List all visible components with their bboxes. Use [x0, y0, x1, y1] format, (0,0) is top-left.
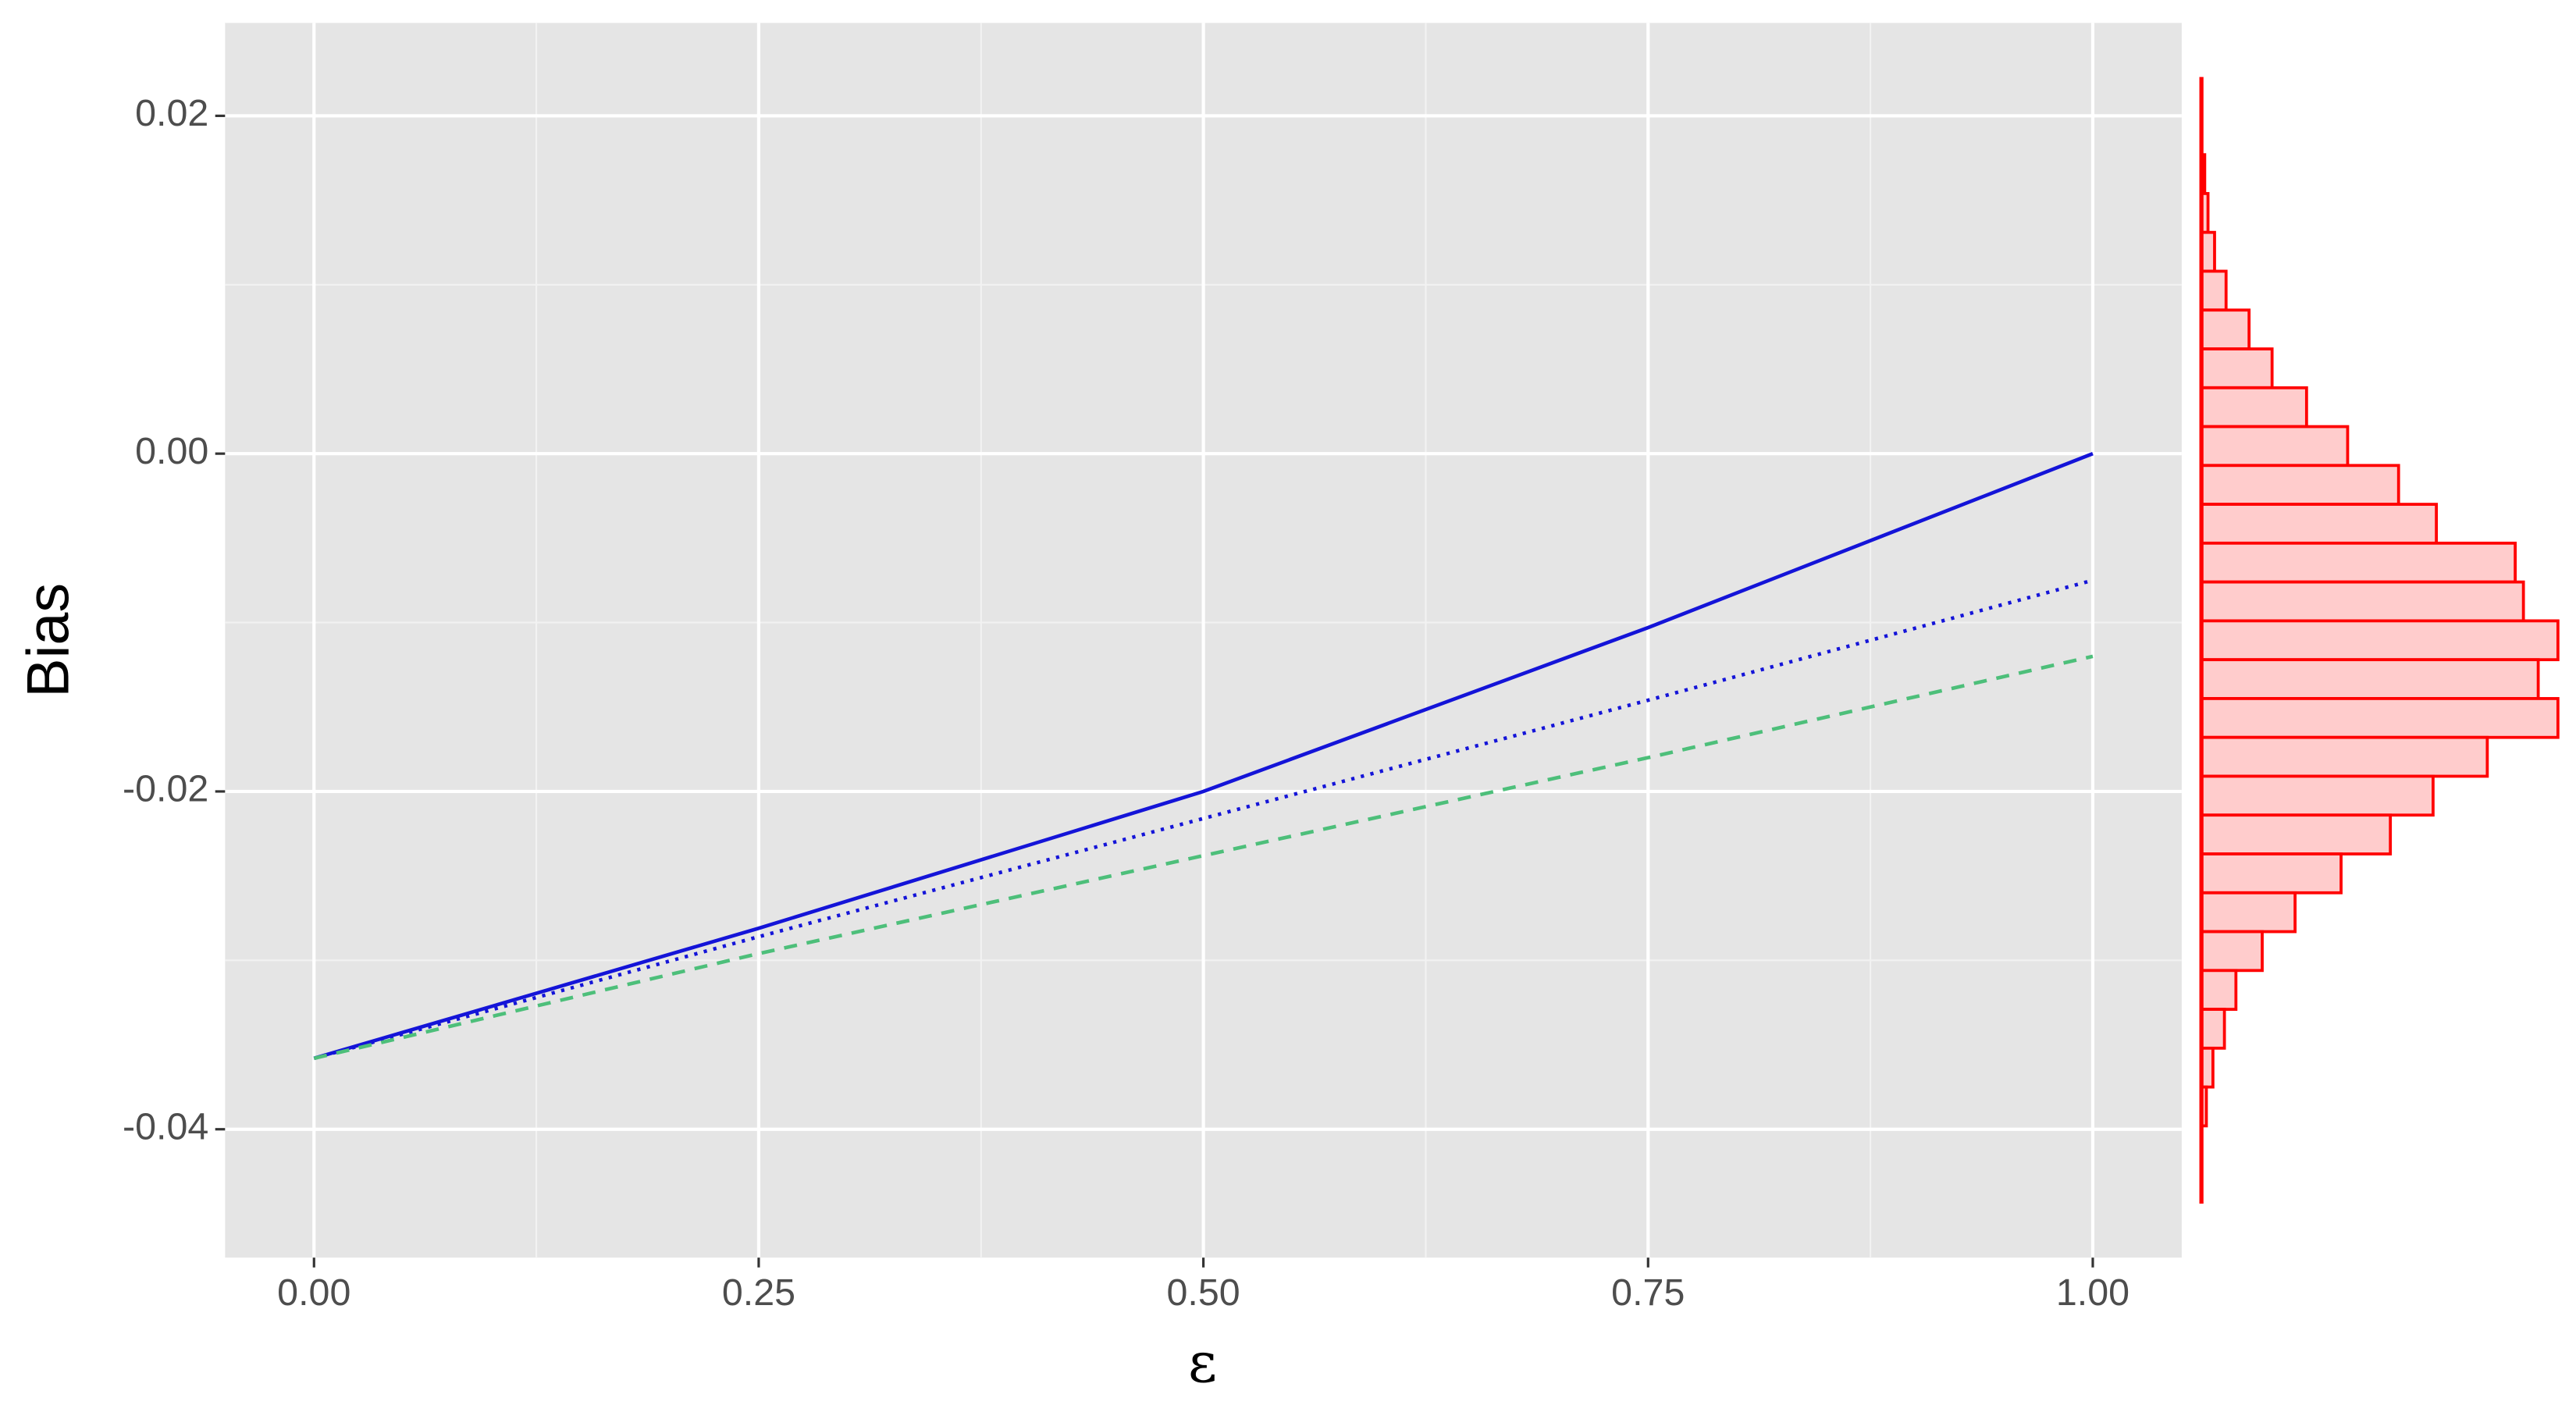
histogram-bar — [2200, 774, 2435, 817]
y-tick-label: -0.02 — [123, 768, 208, 810]
histogram-bar — [2200, 386, 2308, 429]
histogram-bar — [2200, 347, 2274, 389]
series-line — [313, 654, 2094, 1061]
series-line — [313, 452, 2094, 1061]
x-tick-label: 0.25 — [722, 1272, 795, 1314]
histogram-bar — [2200, 619, 2560, 662]
histogram-bar — [2200, 697, 2560, 739]
histogram-bar — [2200, 580, 2525, 623]
histogram-bar — [2200, 425, 2350, 468]
histogram-bar — [2200, 464, 2400, 506]
histogram-bar — [2200, 269, 2228, 312]
histogram-bar — [2200, 735, 2489, 778]
histogram-bar — [2200, 308, 2251, 350]
histogram-bar — [2200, 930, 2264, 973]
series-line — [313, 578, 2094, 1061]
x-tick-label: 1.00 — [2056, 1272, 2129, 1314]
histogram-bar — [2200, 852, 2343, 895]
y-tick-label: 0.00 — [135, 430, 208, 472]
x-tick-label: 0.00 — [277, 1272, 350, 1314]
x-tick-label: 0.75 — [1611, 1272, 1685, 1314]
histogram-bar — [2200, 969, 2238, 1011]
x-axis-label: ε — [1188, 1330, 1217, 1395]
x-tick-label: 0.50 — [1167, 1272, 1240, 1314]
y-axis-label: Bias — [16, 583, 81, 698]
y-tick-label: -0.04 — [123, 1106, 208, 1148]
histogram-bar — [2200, 658, 2540, 700]
histogram-bar — [2200, 891, 2297, 934]
y-tick-label: 0.02 — [135, 92, 208, 134]
histogram-bar — [2200, 503, 2439, 545]
histogram-bar — [2200, 1008, 2226, 1050]
histogram-bar — [2200, 813, 2393, 855]
histogram-bar — [2200, 541, 2517, 584]
